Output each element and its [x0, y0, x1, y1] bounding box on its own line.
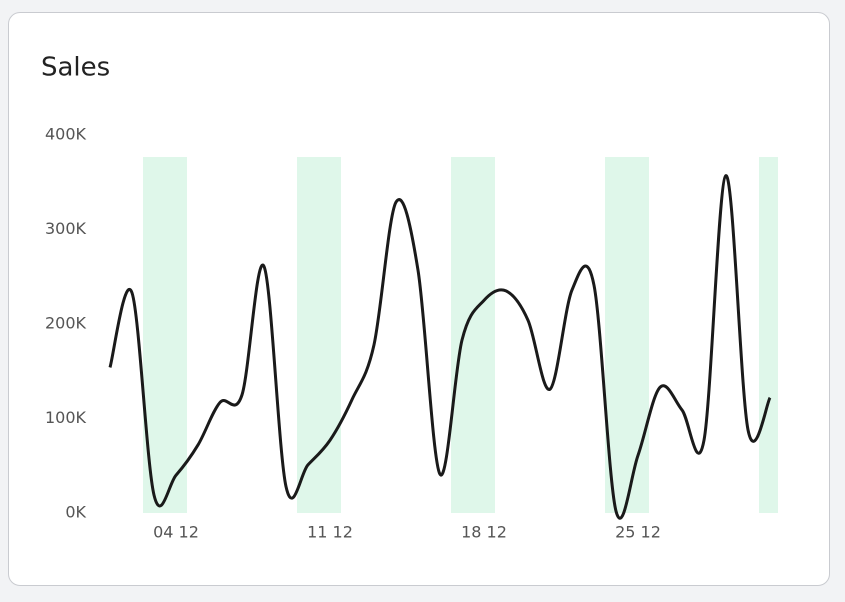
weekend-band [319, 157, 341, 513]
weekend-band [165, 157, 187, 513]
line [108, 174, 772, 520]
weekend-band [143, 157, 165, 513]
y-tick-label: 0K [65, 503, 86, 522]
y-tick-label: 300K [45, 219, 87, 238]
x-tick-label: 25 12 [615, 523, 661, 542]
chart-title: Sales [41, 53, 110, 83]
weekend-band [473, 157, 495, 513]
weekend-band [297, 157, 319, 513]
weekend-band [759, 157, 778, 513]
x-tick-label: 18 12 [461, 523, 507, 542]
x-tick-label: 11 12 [307, 523, 353, 542]
weekend-band [605, 157, 627, 513]
weekend-band [627, 157, 649, 513]
y-tick-label: 400K [45, 125, 87, 144]
x-tick-label: 04 12 [153, 523, 199, 542]
y-tick-label: 100K [45, 408, 87, 427]
y-tick-label: 200K [45, 314, 87, 333]
